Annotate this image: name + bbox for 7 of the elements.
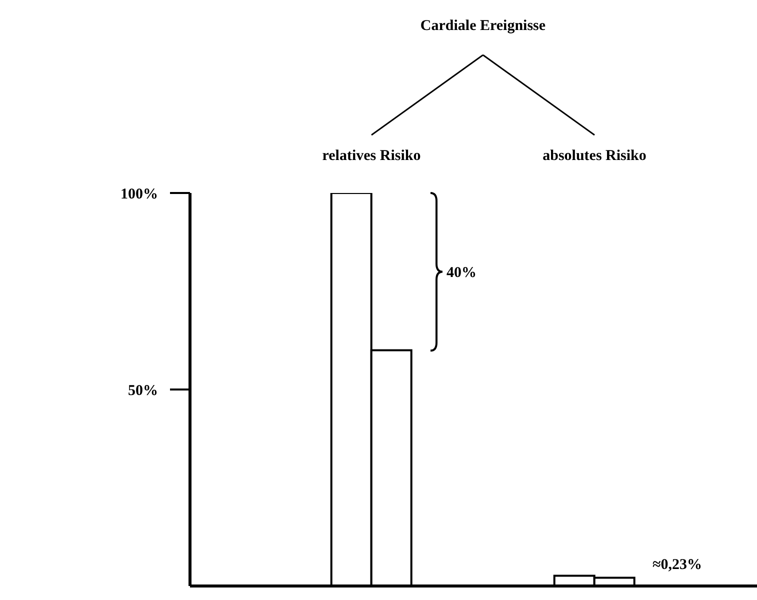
y-tick-label: 50%: [128, 382, 158, 399]
chart-title: Cardiale Ereignisse: [420, 18, 546, 34]
annotation: ≈0,23%: [652, 556, 702, 573]
x-tick-label: absolutes Risiko: [542, 148, 646, 164]
x-tick-label: relatives Risiko: [322, 148, 421, 164]
y-tick-label: 100%: [120, 186, 158, 202]
annotation: 40%: [446, 264, 476, 281]
